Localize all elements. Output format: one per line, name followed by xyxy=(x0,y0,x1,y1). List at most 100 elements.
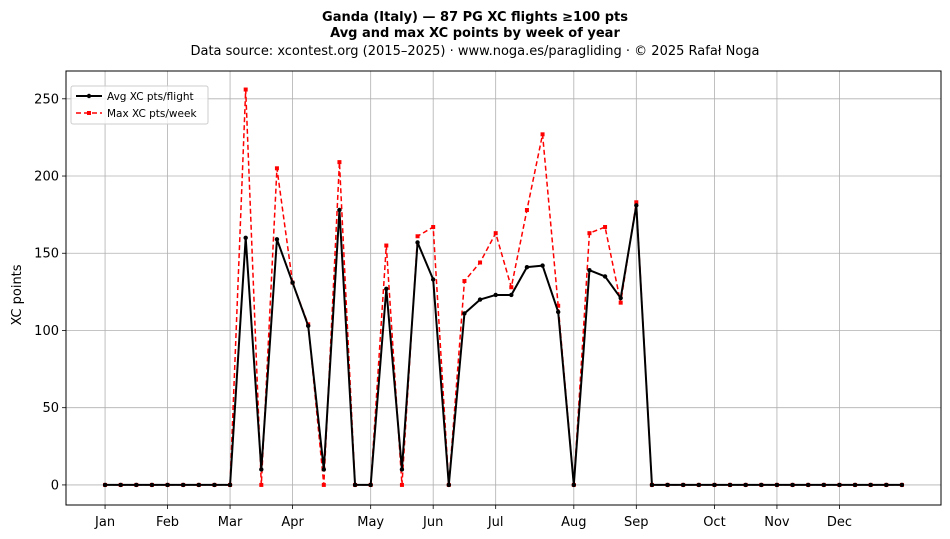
data-point-max xyxy=(274,166,279,171)
legend-frame xyxy=(70,85,209,125)
y-tick-label: 250 xyxy=(34,92,59,107)
chart-title-line-2: Avg and max XC points by week of year xyxy=(330,26,620,41)
data-point-avg xyxy=(618,295,623,301)
data-point-avg xyxy=(665,482,670,488)
data-point-avg xyxy=(868,482,873,488)
x-tick-label: Jul xyxy=(487,515,504,530)
data-point-avg xyxy=(571,482,577,488)
data-point-avg xyxy=(337,207,342,213)
x-tick-label: Nov xyxy=(764,515,790,530)
series-line-max xyxy=(105,88,902,486)
y-tick-label: 150 xyxy=(34,247,59,262)
data-point-avg xyxy=(430,277,436,282)
data-point-avg xyxy=(243,235,248,241)
data-point-avg xyxy=(821,482,827,488)
data-point-avg xyxy=(180,482,186,488)
data-point-avg xyxy=(884,482,889,488)
data-point-avg xyxy=(555,309,561,315)
data-point-avg xyxy=(368,482,373,488)
data-point-avg xyxy=(727,482,733,488)
x-tick-label: Feb xyxy=(156,515,179,530)
data-point-avg xyxy=(384,286,389,291)
data-point-max xyxy=(321,482,326,487)
data-point-avg xyxy=(680,482,686,488)
data-point-avg xyxy=(290,280,295,285)
data-point-max xyxy=(243,87,248,92)
data-point-avg xyxy=(446,482,452,488)
data-point-avg xyxy=(118,482,123,488)
data-point-avg xyxy=(759,482,764,488)
data-point-max xyxy=(556,303,561,308)
y-tick-label: 100 xyxy=(34,324,59,339)
data-point-avg xyxy=(212,482,217,488)
data-point-avg xyxy=(524,264,530,270)
x-tick-label: Mar xyxy=(218,515,243,530)
data-point-avg xyxy=(805,482,811,488)
data-point-max xyxy=(399,482,404,487)
data-point-max xyxy=(540,132,545,137)
data-point-avg xyxy=(540,263,545,268)
x-tick-label: Sep xyxy=(624,515,649,530)
grid xyxy=(66,71,941,505)
data-point-max xyxy=(587,231,592,236)
data-point-avg xyxy=(165,482,170,488)
data-point-max xyxy=(603,224,608,229)
data-point-avg xyxy=(149,482,155,488)
data-point-avg xyxy=(352,482,358,488)
data-point-avg xyxy=(227,482,233,488)
data-point-max xyxy=(462,279,467,284)
data-point-max xyxy=(415,234,420,239)
data-point-max xyxy=(634,200,639,205)
y-tick-label: 0 xyxy=(51,478,59,493)
plot-frame xyxy=(65,70,942,506)
x-tick-label: Dec xyxy=(827,515,852,530)
chart-subtitle: Data source: xcontest.org (2015–2025) · … xyxy=(190,44,759,59)
x-tick-label: Jan xyxy=(94,515,115,530)
data-point-avg xyxy=(259,467,264,472)
data-point-max xyxy=(618,300,623,305)
data-point-avg xyxy=(696,482,702,488)
data-point-avg xyxy=(634,203,639,208)
data-point-avg xyxy=(196,482,202,488)
data-point-avg xyxy=(321,467,327,472)
data-point-avg xyxy=(743,482,748,488)
data-point-avg xyxy=(790,482,795,488)
data-point-avg xyxy=(587,268,592,273)
legend-label-max: Max XC pts/week xyxy=(107,108,197,120)
x-tick-label: May xyxy=(357,515,384,530)
data-point-avg xyxy=(102,482,108,488)
data-point-avg xyxy=(477,297,483,302)
chart-title-line-1: Ganda (Italy) — 87 PG XC flights ≥100 pt… xyxy=(322,10,628,25)
x-tick-label: Apr xyxy=(281,515,304,530)
x-axis: Jan Feb Mar Apr May Jun Jul Aug Sep Oct Nov Dec xyxy=(94,505,852,530)
x-tick-label: Aug xyxy=(561,515,586,530)
data-point-avg xyxy=(493,292,498,298)
data-point-max xyxy=(524,208,529,213)
data-point-max xyxy=(337,160,342,165)
series-line-avg xyxy=(105,204,902,486)
x-tick-label: Jun xyxy=(422,515,443,530)
y-axis: 0 50 100 150 200 250 xyxy=(34,92,66,493)
data-point-avg xyxy=(134,482,139,488)
legend-label-avg: Avg XC pts/flight xyxy=(107,91,194,103)
x-tick-label: Oct xyxy=(703,515,725,530)
data-point-avg xyxy=(899,482,905,488)
legend-marker-max xyxy=(87,111,91,115)
data-point-avg xyxy=(462,311,467,316)
y-tick-label: 200 xyxy=(34,170,59,185)
data-point-max xyxy=(478,260,483,265)
data-point-avg xyxy=(712,482,717,488)
data-point-avg xyxy=(602,274,608,279)
data-point-avg xyxy=(509,292,514,298)
data-point-avg xyxy=(837,482,842,488)
legend-marker-avg xyxy=(86,93,92,99)
legend: Avg XC pts/flight Max XC pts/week xyxy=(70,85,209,125)
data-point-avg xyxy=(399,467,405,472)
data-point-avg xyxy=(415,240,420,245)
data-point-avg xyxy=(274,237,280,242)
data-point-avg xyxy=(852,482,858,488)
series-layer xyxy=(102,87,905,488)
data-point-avg xyxy=(305,323,311,329)
data-point-max xyxy=(493,231,498,236)
